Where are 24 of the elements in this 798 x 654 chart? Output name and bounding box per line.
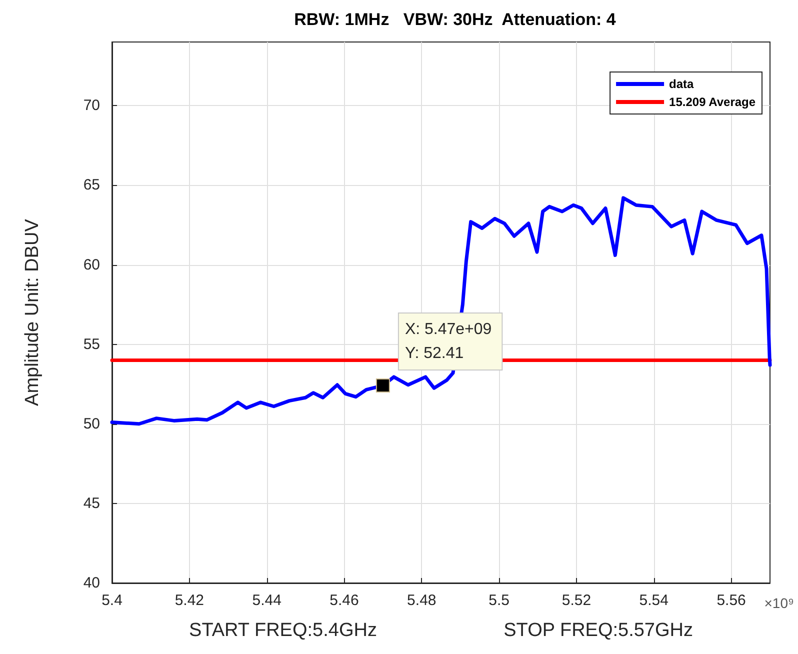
y-tick-label: 60: [83, 256, 100, 274]
y-tick-label: 40: [83, 574, 100, 592]
x-tick-label: 5.52: [562, 592, 592, 609]
x-axis-title: START FREQ:5.4GHz STOP FREQ:5.57GHz: [189, 620, 693, 641]
x-tick-label: 5.4: [102, 592, 122, 609]
y-tick-label: 50: [83, 415, 100, 432]
line-series: [110, 196, 772, 426]
x-tick-label: 5.46: [330, 592, 359, 609]
y-tick-label: 55: [83, 336, 100, 353]
x-tick-label: 5.5: [488, 592, 510, 609]
x-tick-label: 5.48: [407, 592, 436, 609]
chart-title: RBW: 1MHz VBW: 30Hz Attenuation: 4: [294, 10, 616, 29]
y-tick-label: 45: [83, 494, 100, 512]
x-tick-label: 5.54: [639, 592, 668, 609]
y-axis-title: Amplitude Unit: DBUV: [22, 218, 43, 406]
x-tick-label: 5.42: [174, 592, 204, 609]
y-tick-label: 70: [83, 97, 100, 114]
x-tick-label: 5.56: [716, 592, 746, 609]
text: ×10⁹: [764, 595, 794, 611]
legend-label: data: [669, 77, 694, 91]
y-tick-label: 65: [83, 176, 100, 194]
x-tick-label: 5.44: [252, 592, 282, 609]
annotation: X: 5.47e+09 Y: 52.41: [404, 321, 492, 362]
legend-label: 15.209 Average: [669, 95, 756, 109]
